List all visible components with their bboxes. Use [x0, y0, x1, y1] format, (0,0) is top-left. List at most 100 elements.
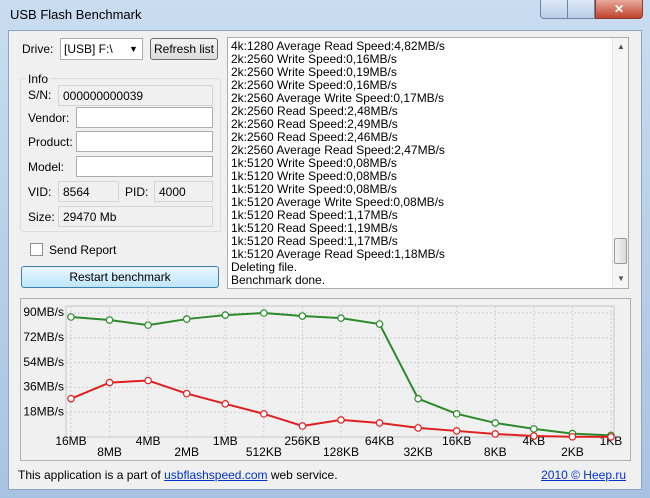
log-line: 2k:2560 Read Speed:2,49MB/s [231, 117, 398, 131]
point [568, 432, 577, 441]
x-tick-label: 2KB [561, 445, 584, 459]
window-title: USB Flash Benchmark [10, 7, 142, 22]
log-box[interactable]: 4k:1280 Average Read Speed:4,82MB/s 2k:25… [227, 37, 629, 289]
footer-text: This application is a part of usbflashsp… [18, 468, 338, 482]
x-tick-label: 8KB [484, 445, 507, 459]
point [182, 315, 191, 323]
footer-link[interactable]: usbflashspeed.com [164, 468, 268, 482]
log-line: Benchmark done. [231, 273, 326, 287]
product-field[interactable] [76, 131, 213, 152]
size-field: 29470 Mb [58, 206, 213, 227]
model-label: Model: [28, 160, 65, 174]
point [337, 314, 345, 322]
info-group-label: Info [26, 72, 51, 86]
x-tick-label: 64KB [365, 434, 394, 448]
point [414, 394, 422, 403]
point [182, 389, 191, 398]
y-tick-label: 36MB/s [23, 380, 64, 394]
combo-arrow: ▼ [129, 44, 138, 54]
log-line: 1k:5120 Read Speed:1,17MB/s [231, 208, 398, 222]
point [260, 309, 268, 317]
point [298, 312, 307, 320]
point [530, 432, 538, 440]
log-line: 1k:5120 Average Read Speed:1,18MB/s [231, 247, 445, 261]
send-report-checkbox[interactable] [30, 243, 43, 256]
restart-button[interactable]: Restart benchmark [21, 266, 219, 288]
vendor-label: Vendor: [28, 111, 70, 125]
send-report-label: Send Report [49, 243, 117, 257]
pid-label: PID: [125, 185, 149, 199]
point [452, 427, 461, 435]
log-line: Deleting file. [231, 260, 298, 274]
plot-frame [65, 305, 615, 438]
x-tick-label: 4KB [522, 434, 545, 448]
copyright: 2010 © Heep.ru [541, 468, 626, 482]
restart-label: Restart benchmark [69, 270, 171, 284]
sn-label: S/N: [28, 88, 52, 102]
product-label: Product: [28, 135, 73, 149]
log-line: 1k:5120 Write Speed:0,08MB/s [231, 156, 397, 170]
log-line: 2k:2560 Read Speed:2,46MB/s [231, 130, 398, 144]
point [144, 376, 152, 385]
vendor-field[interactable] [76, 107, 213, 128]
point [491, 430, 500, 438]
log-line: 2k:2560 Write Speed:0,16MB/s [231, 78, 397, 92]
pid-value: 4000 [159, 185, 186, 199]
log-line: 2k:2560 Read Speed:2,48MB/s [231, 104, 398, 118]
point [375, 419, 384, 427]
log-line: 4k:1280 Average Read Speed:4,82MB/s [231, 39, 445, 53]
scroll-thumb[interactable] [614, 238, 627, 264]
pid-field: 4000 [154, 181, 213, 202]
scroll-down[interactable]: ▼ [617, 274, 625, 283]
x-tick-label: 512KB [246, 445, 282, 459]
chart-panel [20, 298, 631, 461]
log-line: 1k:5120 Write Speed:0,08MB/s [231, 169, 397, 183]
info-group [20, 78, 221, 232]
footer-before: This application is a part of [18, 468, 161, 482]
y-tick-label: 72MB/s [23, 330, 64, 344]
scroll-up[interactable]: ▲ [617, 42, 625, 51]
point [607, 433, 615, 441]
point [105, 316, 114, 324]
point [67, 394, 75, 403]
size-label: Size: [28, 210, 55, 224]
log-line: 2k:2560 Write Speed:0,19MB/s [231, 65, 397, 79]
log-line: 1k:5120 Average Write Speed:0,08MB/s [231, 195, 445, 209]
footer-after: web service. [270, 468, 338, 482]
point [221, 399, 230, 408]
point [298, 422, 307, 430]
x-tick-label: 128KB [323, 445, 359, 459]
vid-label: VID: [28, 185, 52, 199]
maximize-button[interactable] [567, 0, 595, 19]
x-tick-label: 2MB [174, 445, 199, 459]
point [452, 410, 461, 418]
scrollbar[interactable]: ▲ ▼ [612, 38, 628, 288]
point [105, 378, 114, 387]
log-line: 2k:2560 Average Write Speed:0,17MB/s [231, 91, 445, 105]
log-line: 1k:5120 Read Speed:1,17MB/s [231, 234, 398, 248]
point [144, 321, 152, 329]
log-line: 2k:2560 Write Speed:0,16MB/s [231, 52, 397, 66]
close-button[interactable]: ✕ [595, 0, 643, 19]
x-tick-label: 16KB [442, 434, 471, 448]
x-tick-label: 4MB [136, 434, 161, 448]
log-line: 2k:2560 Average Read Speed:2,47MB/s [231, 143, 445, 157]
drive-combo[interactable]: [USB] F:\ ▼ [60, 38, 143, 60]
copyright-link[interactable]: 2010 © Heep.ru [541, 468, 626, 482]
model-field[interactable] [76, 156, 213, 177]
y-tick-label: 90MB/s [23, 305, 64, 319]
refresh-button[interactable]: Refresh list [150, 38, 218, 60]
refresh-label: Refresh list [153, 42, 215, 56]
point [221, 311, 230, 319]
x-tick-label: 16MB [55, 434, 86, 448]
vid-field: 8564 [58, 181, 119, 202]
point [491, 419, 500, 427]
point [67, 313, 75, 321]
point [530, 425, 538, 433]
sn-field: 000000000039 [58, 85, 213, 106]
size-value: 29470 Mb [63, 210, 117, 224]
y-tick-label: 18MB/s [23, 404, 64, 418]
point [375, 320, 384, 328]
